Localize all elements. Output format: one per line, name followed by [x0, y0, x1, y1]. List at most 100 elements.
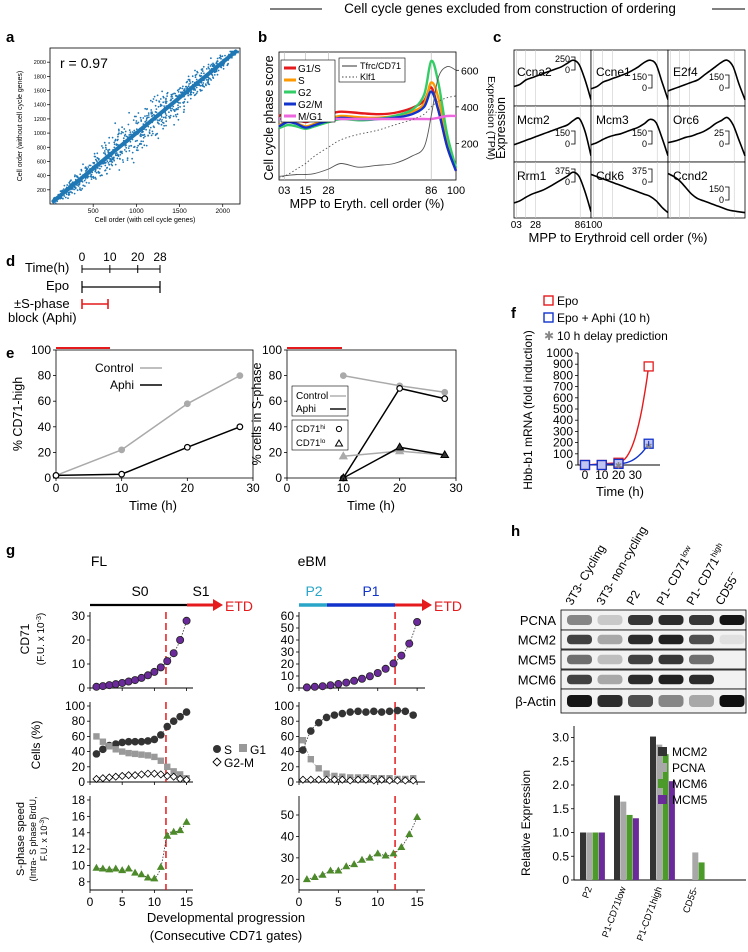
panel-g-row3-ylabel-b: (Intra- S phase BrdU,	[28, 796, 38, 881]
panel-e-right-legend-cd71hi: CD71hi	[296, 424, 325, 435]
gene-scale-bracket	[648, 168, 653, 183]
panel-h-bar-MCM6	[626, 814, 633, 880]
panel-label-g: g	[6, 542, 15, 559]
gene-panel-frame	[590, 49, 669, 107]
panel-g-row2-ylabel: Cells (%)	[29, 721, 43, 770]
panel-h-legend-pcna: PCNA	[672, 761, 705, 775]
panel-e-right-xlabel: Time (h)	[347, 498, 395, 513]
panel-g-s-point	[314, 718, 323, 727]
panel-g-cd71-point	[310, 682, 319, 691]
panel-a-xtick-label: 1500	[172, 208, 187, 215]
panel-f-ytick-label: 800	[553, 368, 573, 382]
panel-g-g1-point	[315, 765, 322, 772]
panel-e-left-ytick-label: 0	[44, 471, 51, 485]
gene-scale-bracket	[571, 168, 576, 183]
gene-scale-zero: 0	[642, 177, 647, 187]
panel-h-bar-MCM6	[662, 754, 669, 880]
panel-g-g1-fit	[302, 740, 414, 780]
panel-g-g1-point	[170, 768, 177, 775]
panel-g-speed-point	[405, 830, 414, 838]
panel-e-right-point	[441, 388, 449, 396]
panel-a-annotation: r = 0.97	[60, 55, 108, 71]
panel-h-blot-label: MCM5	[518, 653, 556, 668]
panel-e-right-point	[338, 451, 348, 460]
panel-g-cd71-point	[318, 682, 327, 691]
panel-h-band	[567, 695, 592, 707]
panel-e-right-xtick-label: 0	[284, 481, 291, 495]
panel-h-bar-MCM2	[650, 736, 656, 880]
panel-f-plot: ✱✱	[579, 361, 654, 470]
panel-g-row1-ylabel-b: (F.U. x 10-3)	[36, 613, 47, 665]
panel-g-row1-ylabel-a: CD71	[18, 623, 32, 654]
panel-g-speed-point	[389, 849, 398, 857]
panel-c-xticks: 03 28 86 100	[511, 220, 603, 231]
panel-g-ytick-label: 16	[72, 809, 86, 823]
panel-a-ytick-label: 2000	[34, 60, 46, 66]
panel-g-cd71-point	[405, 639, 414, 648]
panel-g-g2m-point	[393, 776, 402, 785]
panel-g-xlabel2: (Consecutive CD71 gates)	[150, 928, 302, 943]
gene-expression-curve	[513, 117, 592, 156]
panel-g-s-point	[393, 706, 402, 715]
panel-g-row3-ylabel-c: F.U. x 10-3)	[39, 817, 49, 861]
panel-h-bar-MCM6	[698, 862, 705, 880]
panel-g-ytick-label: 0	[78, 775, 85, 789]
panel-g-stage-p2: P2	[305, 583, 322, 599]
identity-band	[51, 49, 238, 204]
gene-scale-zero: 0	[642, 83, 647, 93]
panel-g-g2m-point	[92, 774, 101, 784]
panel-h-band	[658, 674, 684, 685]
panel-h-bar-MCM5	[598, 832, 605, 880]
panel-d-tick-label: 0	[79, 250, 86, 264]
panel-g-legend-g2m: G2-M	[224, 756, 254, 770]
panel-g-stage-s1: S1	[192, 583, 209, 599]
panel-h-ytick-label: 2.0	[552, 778, 569, 792]
panel-g-cd71-point	[105, 681, 114, 690]
panel-c-xtick-label: 86	[575, 220, 587, 231]
panel-h-band	[719, 634, 745, 645]
panel-g-g2m-point	[401, 776, 410, 785]
panel-b-xtick-label: 86	[425, 185, 437, 197]
panel-g-s-point	[370, 707, 378, 716]
gene-scale-bracket	[571, 130, 576, 145]
panel-g-g2m-point	[137, 770, 146, 779]
panel-f-ytick-label: 100	[553, 447, 573, 461]
panel-h-bar-PCNA	[656, 744, 663, 880]
panel-g-cd71-point	[334, 680, 343, 689]
panel-g-cd71-point	[397, 651, 406, 660]
gene-name-Mcm2: Mcm2	[517, 113, 550, 127]
panel-e-left-legend: Control Aphi	[95, 361, 162, 392]
panel-g: FL eBM S0 S1 ETD P2 P1 ETD 0102030010203…	[15, 553, 462, 943]
panel-g-g1-point	[131, 750, 139, 758]
panel-g-g1-point	[157, 757, 165, 764]
panel-g-s-point	[338, 709, 347, 718]
gene-scale-label: 375	[555, 166, 570, 176]
panel-f-ytick-label: 600	[553, 391, 573, 405]
panel-g-legend: S G1 G2-M	[210, 740, 268, 784]
panel-h-ytick-label: 1.0	[552, 826, 569, 840]
panel-g-s-point	[182, 708, 191, 716]
panel-g-g1-point	[299, 737, 307, 744]
panel-g-xtick-label: 15	[180, 895, 194, 909]
panel-d: Time(h) 0 10 20 28 Epo ±S-phase block (Aphi…	[8, 250, 167, 325]
gene-panel-frame	[590, 161, 669, 219]
panel-g-speed-point	[334, 866, 343, 874]
panel-e-left-point	[236, 372, 244, 380]
panel-g-s-point	[144, 737, 152, 745]
panel-g-g1-point	[323, 770, 330, 777]
panel-f-legend-aphi: Epo + Aphi (10 h)	[557, 311, 650, 325]
panel-h-bar-MCM2	[580, 832, 586, 880]
panel-g-etd-label-ebm: ETD	[434, 598, 462, 614]
panel-e-right-ytick-label: 100	[262, 343, 282, 357]
panel-g-speed-point	[98, 864, 107, 872]
panel-g-ytick-label: 8	[78, 875, 85, 889]
gene-scale-label: 375	[632, 166, 647, 176]
panel-e-left-xtick-label: 0	[53, 481, 60, 495]
panel-h-band	[567, 654, 592, 665]
panel-g-s-point	[401, 707, 410, 716]
panel-g-s-fit	[302, 710, 414, 751]
panel-e-right-xtick-label: 20	[393, 481, 407, 495]
panel-h-legend-mcm2: MCM2	[672, 745, 708, 759]
panel-e-left-xtick-label: 10	[115, 481, 129, 495]
